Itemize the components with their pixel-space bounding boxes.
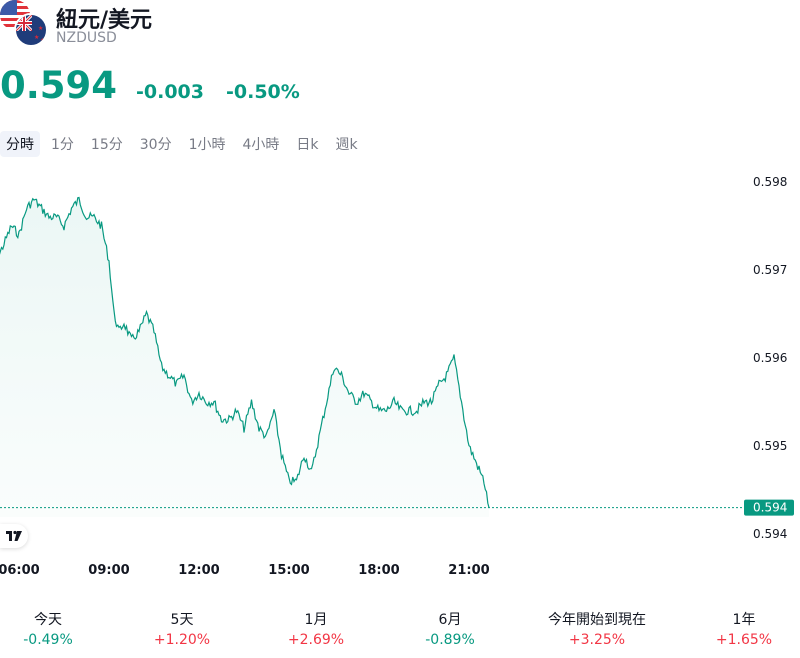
x-tick-label: 06:00 [0, 563, 40, 578]
timeframe-tabs: 分時 1分 15分 30分 1小時 4小時 日k 週k [0, 131, 369, 157]
y-tick-label: 0.596 [753, 351, 787, 365]
nz-flag-icon: ★ ★ ★ [14, 13, 48, 47]
y-axis: 0.598 0.597 0.596 0.595 0.594 [753, 175, 787, 541]
x-axis: 06:00 09:00 12:00 15:00 18:00 21:00 [0, 563, 490, 578]
perf-value: +3.25% [568, 632, 626, 648]
x-tick-label: 15:00 [268, 563, 309, 578]
y-tick-label: 0.598 [753, 175, 787, 189]
price-chart[interactable]: 0.598 0.597 0.596 0.595 0.594 0.594 06:00 09:… [0, 160, 800, 590]
perf-ytd[interactable]: 今年開始到現在 +3.25% [527, 610, 667, 650]
perf-value: +1.65% [715, 632, 773, 648]
y-tick-label: 0.597 [753, 263, 787, 277]
tab-1min[interactable]: 1分 [51, 137, 74, 153]
tab-30min[interactable]: 30分 [139, 137, 172, 153]
price-change-percent: -0.50% [226, 81, 300, 103]
tab-intraday[interactable]: 分時 [0, 131, 40, 157]
tab-4hour[interactable]: 4小時 [242, 137, 280, 153]
perf-label: 5天 [170, 612, 194, 628]
x-tick-label: 18:00 [358, 563, 399, 578]
y-tick-label: 0.594 [753, 527, 787, 541]
pair-symbol: NZDUSD [56, 30, 117, 46]
current-price: 0.594 [0, 64, 118, 107]
last-price-label: 0.594 [753, 501, 787, 515]
perf-1m[interactable]: 1月 +2.69% [246, 610, 386, 650]
perf-value: -0.49% [23, 632, 73, 648]
tradingview-logo-icon[interactable] [0, 524, 28, 548]
last-price-marker: 0.594 [744, 499, 794, 516]
perf-label: 6月 [438, 612, 462, 628]
tab-1hour[interactable]: 1小時 [188, 137, 226, 153]
perf-value: -0.89% [425, 632, 475, 648]
performance-summary: 今天 -0.49% 5天 +1.20% 1月 +2.69% 6月 -0.89% … [0, 610, 800, 650]
perf-label: 1年 [732, 612, 756, 628]
perf-today[interactable]: 今天 -0.49% [0, 610, 118, 650]
price-line [0, 196, 490, 508]
currency-flags: ★ ★ ★ [0, 0, 50, 48]
price-change: -0.003 [136, 81, 204, 103]
perf-6m[interactable]: 6月 -0.89% [380, 610, 520, 650]
tab-weekly[interactable]: 週k [335, 137, 358, 153]
perf-5d[interactable]: 5天 +1.20% [112, 610, 252, 650]
tab-daily[interactable]: 日k [296, 137, 319, 153]
pair-title: 紐元/美元 [56, 8, 153, 33]
perf-label: 今天 [34, 612, 62, 628]
x-tick-label: 09:00 [88, 563, 129, 578]
perf-1y[interactable]: 1年 +1.65% [674, 610, 800, 650]
x-tick-label: 21:00 [448, 563, 489, 578]
perf-value: +2.69% [287, 632, 345, 648]
y-tick-label: 0.595 [753, 439, 787, 453]
price-area-fill [0, 197, 489, 517]
perf-value: +1.20% [153, 632, 211, 648]
x-tick-label: 12:00 [178, 563, 219, 578]
tab-15min[interactable]: 15分 [90, 137, 123, 153]
perf-label: 今年開始到現在 [548, 612, 646, 628]
perf-label: 1月 [304, 612, 328, 628]
